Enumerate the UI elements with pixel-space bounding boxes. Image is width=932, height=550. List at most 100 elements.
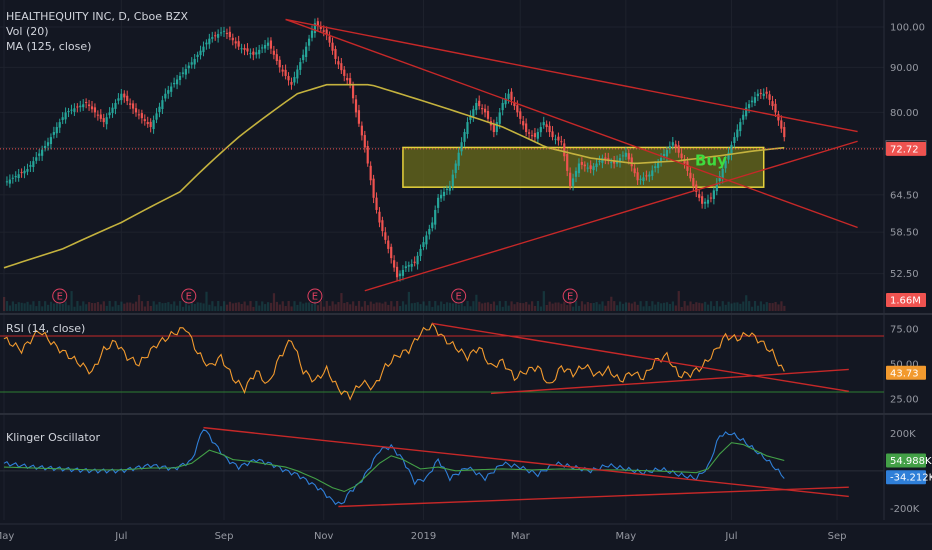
volume-bar bbox=[569, 301, 572, 311]
rsi-pane-label[interactable]: RSI (14, close) bbox=[6, 322, 86, 335]
volume-bar bbox=[616, 305, 619, 311]
candle-body bbox=[228, 31, 231, 38]
candle-body bbox=[302, 54, 305, 61]
volume-bar bbox=[378, 302, 381, 311]
price-axis-label: 80.00 bbox=[890, 108, 919, 119]
candle-body bbox=[155, 113, 158, 120]
volume-bar bbox=[572, 306, 575, 311]
volume-bar bbox=[645, 301, 648, 311]
candle-body bbox=[750, 100, 754, 103]
volume-bar bbox=[290, 306, 293, 311]
volume-bar bbox=[595, 302, 598, 311]
candle-body bbox=[774, 103, 777, 113]
volume-bar bbox=[463, 306, 466, 311]
volume-bar bbox=[70, 291, 73, 311]
candle-body bbox=[445, 188, 449, 190]
price-trendline bbox=[285, 18, 858, 229]
volume-bar bbox=[407, 291, 410, 311]
volume-bar bbox=[8, 305, 12, 311]
volume-bar bbox=[184, 301, 188, 311]
candle-body bbox=[343, 69, 346, 76]
volume-bar bbox=[642, 306, 645, 311]
candles bbox=[5, 17, 786, 282]
volume-bar bbox=[504, 301, 507, 311]
volume-bar bbox=[478, 301, 481, 311]
volume-bar bbox=[475, 294, 478, 311]
volume-bar bbox=[237, 302, 240, 311]
symbol-title[interactable]: HEALTHEQUITY INC, D, Cboe BZX bbox=[6, 10, 189, 23]
volume-bar bbox=[267, 302, 270, 311]
candle-body bbox=[469, 115, 472, 120]
candle-body bbox=[111, 107, 114, 114]
candle-body bbox=[680, 153, 683, 159]
candle-body bbox=[542, 122, 545, 126]
candle-body bbox=[161, 100, 164, 109]
candle-body bbox=[522, 121, 525, 126]
volume-bar bbox=[126, 302, 129, 311]
volume-bar bbox=[381, 303, 384, 311]
candle-body bbox=[8, 179, 11, 184]
volume-bar bbox=[20, 302, 23, 311]
volume-bar bbox=[742, 301, 745, 311]
candle-body bbox=[498, 112, 501, 124]
candle-body bbox=[217, 33, 220, 38]
volume-bar bbox=[11, 301, 14, 311]
volume-bar bbox=[5, 301, 9, 311]
volume-bar bbox=[583, 304, 586, 311]
volume-bar bbox=[539, 306, 542, 311]
volume-bar bbox=[278, 304, 281, 311]
candle-body bbox=[140, 113, 143, 119]
volume-bar bbox=[146, 301, 149, 311]
candle-body bbox=[363, 135, 366, 148]
candle-body bbox=[55, 127, 58, 134]
klinger-pane-label[interactable]: Klinger Oscillator bbox=[6, 431, 100, 444]
volume-bar bbox=[777, 304, 780, 311]
candle-body bbox=[258, 49, 261, 55]
volume-bar bbox=[586, 301, 589, 311]
candle-body bbox=[610, 162, 613, 164]
volume-bar bbox=[225, 304, 229, 311]
volume-bar bbox=[692, 304, 695, 311]
klinger-axis-label: -200K bbox=[890, 504, 920, 515]
volume-bar bbox=[52, 303, 56, 311]
candle-body bbox=[695, 184, 698, 192]
candle-body bbox=[574, 170, 578, 177]
volume-bar bbox=[689, 301, 692, 311]
volume-bar bbox=[105, 305, 108, 311]
volume-bar bbox=[67, 305, 70, 311]
candle-body bbox=[14, 176, 17, 178]
candle-body bbox=[747, 104, 751, 108]
candle-body bbox=[545, 124, 548, 128]
volume-bar bbox=[548, 301, 551, 311]
volume-bar bbox=[384, 301, 387, 311]
candle-body bbox=[29, 165, 32, 167]
ma-125-line bbox=[3, 83, 785, 269]
candle-body bbox=[108, 112, 111, 116]
volume-bar bbox=[264, 304, 267, 311]
candle-body bbox=[143, 119, 146, 122]
volume-bar bbox=[613, 301, 616, 311]
volume-bar bbox=[190, 301, 193, 311]
earnings-marker-label: E bbox=[312, 292, 318, 303]
volume-indicator-label[interactable]: Vol (20) bbox=[6, 25, 49, 38]
candle-body bbox=[580, 162, 583, 165]
ma-indicator-label[interactable]: MA (125, close) bbox=[6, 40, 92, 53]
volume-bar bbox=[774, 301, 777, 311]
candle-body bbox=[17, 174, 20, 179]
volume-bar bbox=[214, 306, 217, 311]
volume-bar bbox=[665, 302, 669, 311]
volume-bar bbox=[721, 301, 724, 311]
candle-body bbox=[99, 114, 102, 119]
volume-bar bbox=[492, 301, 496, 311]
candle-body bbox=[90, 106, 94, 110]
volume-bar bbox=[111, 306, 114, 311]
rsi-axis-label: 50.00 bbox=[890, 360, 919, 371]
volume-bar bbox=[26, 301, 29, 311]
volume-bar bbox=[202, 303, 205, 311]
volume-bar bbox=[275, 301, 278, 311]
volume-bar bbox=[149, 305, 152, 311]
volume-bar bbox=[680, 306, 683, 311]
candle-body bbox=[548, 125, 551, 133]
candle-body bbox=[266, 42, 270, 46]
